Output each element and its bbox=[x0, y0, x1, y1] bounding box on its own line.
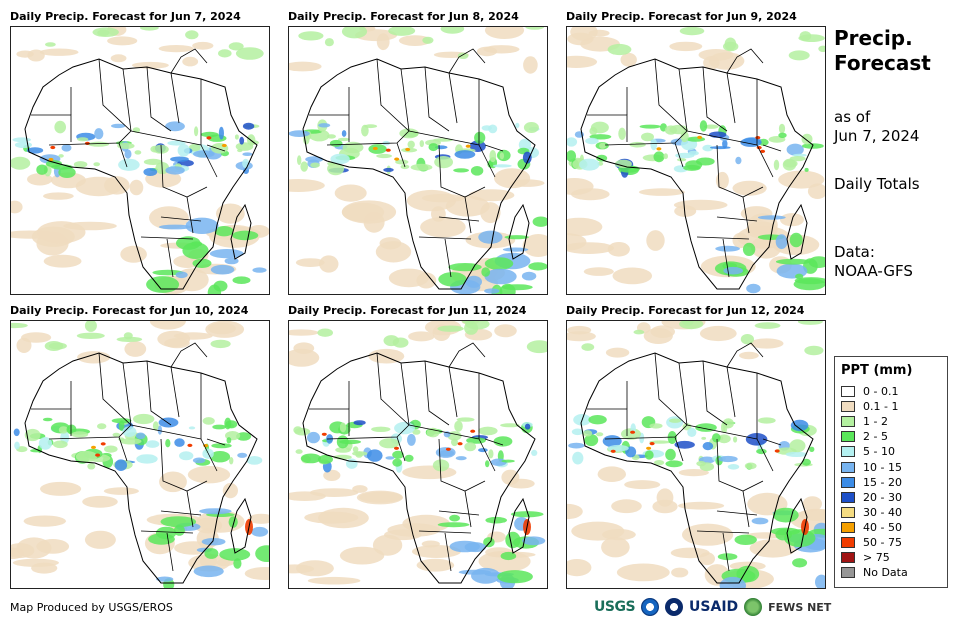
legend-item: 40 - 50 bbox=[841, 520, 941, 535]
legend-item: > 75 bbox=[841, 550, 941, 565]
as-of-date: as of Jun 7, 2024 bbox=[834, 108, 920, 145]
legend-swatch bbox=[841, 552, 855, 564]
legend-item: 5 - 10 bbox=[841, 444, 941, 459]
legend-label: 5 - 10 bbox=[863, 445, 895, 459]
legend-label: No Data bbox=[863, 566, 908, 580]
usaid-seal-icon bbox=[665, 598, 684, 616]
forecast-map bbox=[10, 26, 270, 295]
usaid-logo: USAID bbox=[689, 599, 739, 615]
legend-item: 30 - 40 bbox=[841, 505, 941, 520]
forecast-panel-2: Daily Precip. Forecast for Jun 8, 2024 bbox=[288, 10, 550, 295]
legend-label: 30 - 40 bbox=[863, 505, 902, 519]
legend-label: 15 - 20 bbox=[863, 475, 902, 489]
usgs-logo: USGS bbox=[594, 599, 636, 615]
legend-item: 2 - 5 bbox=[841, 429, 941, 444]
legend-item: 0.1 - 1 bbox=[841, 399, 941, 414]
legend-label: 2 - 5 bbox=[863, 430, 888, 444]
legend-swatch bbox=[841, 461, 855, 473]
legend-swatch bbox=[841, 476, 855, 488]
noaa-seal-icon bbox=[641, 598, 660, 616]
forecast-panel-1: Daily Precip. Forecast for Jun 7, 2024 bbox=[10, 10, 272, 295]
panel-title: Daily Precip. Forecast for Jun 12, 2024 bbox=[566, 304, 805, 317]
fews-globe-icon bbox=[744, 598, 763, 616]
legend-item: 20 - 30 bbox=[841, 490, 941, 505]
side-title: Precip. Forecast bbox=[834, 26, 931, 75]
legend-swatch bbox=[841, 506, 855, 518]
legend-label: 0.1 - 1 bbox=[863, 400, 899, 414]
totals-label: Daily Totals bbox=[834, 175, 920, 193]
forecast-panel-6: Daily Precip. Forecast for Jun 12, 2024 bbox=[566, 304, 828, 589]
map-credit: Map Produced by USGS/EROS bbox=[10, 601, 173, 614]
data-source: Data: NOAA-GFS bbox=[834, 243, 913, 280]
legend-title: PPT (mm) bbox=[841, 363, 913, 378]
legend-label: 40 - 50 bbox=[863, 520, 902, 534]
legend-item: 1 - 2 bbox=[841, 414, 941, 429]
forecast-panel-5: Daily Precip. Forecast for Jun 11, 2024 bbox=[288, 304, 550, 589]
legend-swatch bbox=[841, 416, 855, 428]
forecast-map bbox=[288, 320, 548, 589]
legend-label: 50 - 75 bbox=[863, 535, 902, 549]
legend-label: 10 - 15 bbox=[863, 460, 902, 474]
panel-title: Daily Precip. Forecast for Jun 9, 2024 bbox=[566, 10, 797, 23]
panel-title: Daily Precip. Forecast for Jun 7, 2024 bbox=[10, 10, 241, 23]
forecast-panel-3: Daily Precip. Forecast for Jun 9, 2024 bbox=[566, 10, 828, 295]
forecast-map bbox=[566, 26, 826, 295]
forecast-map bbox=[566, 320, 826, 589]
legend-label: 1 - 2 bbox=[863, 415, 888, 429]
legend-swatch bbox=[841, 386, 855, 398]
panel-title: Daily Precip. Forecast for Jun 8, 2024 bbox=[288, 10, 519, 23]
agency-logos: USGS USAID FEWS NET bbox=[594, 598, 831, 616]
panel-title: Daily Precip. Forecast for Jun 11, 2024 bbox=[288, 304, 527, 317]
legend-swatch bbox=[841, 431, 855, 443]
legend-swatch bbox=[841, 567, 855, 579]
legend-swatch bbox=[841, 446, 855, 458]
legend-label: > 75 bbox=[863, 551, 890, 565]
legend-label: 0 - 0.1 bbox=[863, 385, 899, 399]
legend-item: No Data bbox=[841, 565, 941, 580]
legend-item: 0 - 0.1 bbox=[841, 384, 941, 399]
legend-item: 10 - 15 bbox=[841, 459, 941, 474]
legend-swatch bbox=[841, 536, 855, 548]
fews-logo: FEWS NET bbox=[768, 600, 832, 614]
panel-title: Daily Precip. Forecast for Jun 10, 2024 bbox=[10, 304, 249, 317]
legend-swatch bbox=[841, 491, 855, 503]
legend-swatch bbox=[841, 401, 855, 413]
legend-swatch bbox=[841, 521, 855, 533]
legend-label: 20 - 30 bbox=[863, 490, 902, 504]
forecast-map bbox=[288, 26, 548, 295]
forecast-map bbox=[10, 320, 270, 589]
forecast-panel-4: Daily Precip. Forecast for Jun 10, 2024 bbox=[10, 304, 272, 589]
legend-item: 15 - 20 bbox=[841, 475, 941, 490]
legend-item: 50 - 75 bbox=[841, 535, 941, 550]
